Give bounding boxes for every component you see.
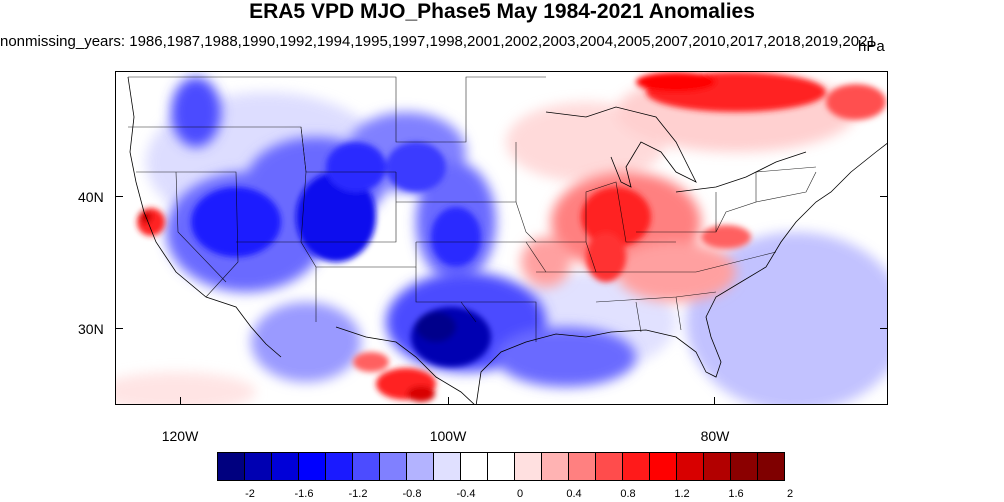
colorbar-box (595, 452, 623, 481)
colorbar-label: -1.2 (348, 488, 368, 500)
lat-label-30n: 30N (78, 321, 104, 337)
lon-label-100w: 100W (429, 428, 467, 444)
lon-tick-120w (180, 397, 181, 405)
lat-label-40n: 40N (78, 189, 104, 205)
colorbar-box (649, 452, 677, 481)
lat-tick-40n-left (115, 196, 123, 197)
lon-tick-100w (448, 397, 449, 405)
colorbar-box (514, 452, 542, 481)
colorbar-box (325, 452, 353, 481)
colorbar-box (730, 452, 758, 481)
colorbar-box (271, 452, 299, 481)
nonmissing-years-subtitle: nonmissing_years: 1986,1987,1988,1990,19… (0, 33, 876, 50)
colorbar-label: -1.6 (294, 488, 314, 500)
colorbar-label: -0.4 (456, 488, 476, 500)
lat-tick-40n-right (880, 196, 888, 197)
coastline (127, 76, 887, 404)
anomaly-map (115, 71, 888, 405)
lat-tick-30n-right (880, 328, 888, 329)
colorbar (217, 452, 785, 481)
colorbar-label: 2 (786, 488, 794, 500)
colorbar-box (352, 452, 380, 481)
colorbar-box (406, 452, 434, 481)
colorbar-label: 0 (516, 488, 524, 500)
colorbar-box (379, 452, 407, 481)
colorbar-box (757, 452, 785, 481)
colorbar-box (298, 452, 326, 481)
lon-label-80w: 80W (700, 428, 730, 444)
colorbar-box (541, 452, 569, 481)
colorbar-box (433, 452, 461, 481)
lon-tick-80w (714, 397, 715, 405)
lon-label-120w: 120W (161, 428, 199, 444)
colorbar-box (703, 452, 731, 481)
map-canvas (116, 72, 887, 404)
colorbar-box (244, 452, 272, 481)
colorbar-box (217, 452, 245, 481)
colorbar-label: -2 (245, 488, 255, 500)
colorbar-box (460, 452, 488, 481)
state-boundaries (128, 76, 817, 342)
colorbar-label: 1.6 (728, 488, 744, 500)
map-title: ERA5 VPD MJO_Phase5 May 1984-2021 Anomal… (249, 0, 755, 23)
units-label: hPa (858, 38, 885, 55)
colorbar-label: 0.8 (620, 488, 636, 500)
colorbar-box (676, 452, 704, 481)
lat-tick-30n-left (115, 328, 123, 329)
colorbar-label: -0.8 (402, 488, 422, 500)
colorbar-box (568, 452, 596, 481)
colorbar-box (487, 452, 515, 481)
colorbar-label: 1.2 (674, 488, 690, 500)
colorbar-label: 0.4 (566, 488, 582, 500)
colorbar-box (622, 452, 650, 481)
